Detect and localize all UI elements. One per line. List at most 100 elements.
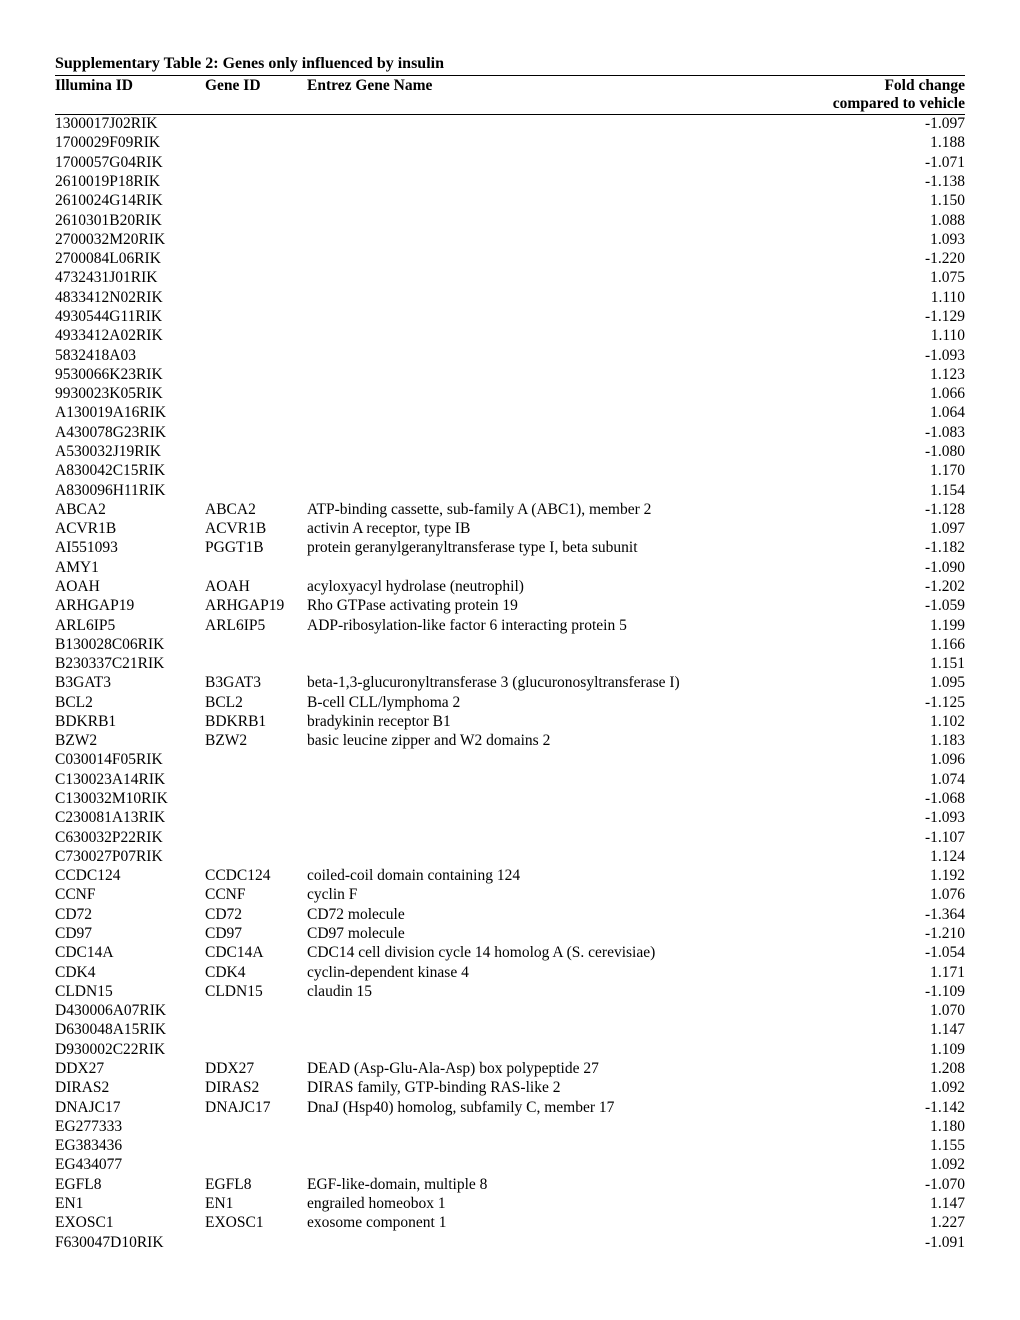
cell-illumina: BZW2: [55, 732, 205, 751]
cell-fold-change: -1.129: [815, 308, 965, 327]
cell-gene-id: [205, 308, 307, 327]
cell-fold-change: -1.107: [815, 828, 965, 847]
cell-fold-change: 1.097: [815, 520, 965, 539]
cell-gene-id: [205, 828, 307, 847]
cell-fold-change: -1.138: [815, 173, 965, 192]
cell-fold-change: 1.110: [815, 327, 965, 346]
cell-entrez-name: EGF-like-domain, multiple 8: [307, 1175, 815, 1194]
table-row: 4833412N02RIK1.110: [55, 289, 965, 308]
cell-gene-id: [205, 848, 307, 867]
cell-entrez-name: [307, 771, 815, 790]
cell-illumina: DIRAS2: [55, 1079, 205, 1098]
cell-illumina: 1300017J02RIK: [55, 115, 205, 135]
cell-illumina: D430006A07RIK: [55, 1002, 205, 1021]
cell-gene-id: [205, 1137, 307, 1156]
cell-illumina: 2610024G14RIK: [55, 192, 205, 211]
cell-illumina: C130023A14RIK: [55, 771, 205, 790]
cell-entrez-name: DnaJ (Hsp40) homolog, subfamily C, membe…: [307, 1098, 815, 1117]
cell-illumina: 2700032M20RIK: [55, 231, 205, 250]
cell-fold-change: -1.202: [815, 578, 965, 597]
table-row: C130032M10RIK-1.068: [55, 790, 965, 809]
cell-entrez-name: coiled-coil domain containing 124: [307, 867, 815, 886]
cell-fold-change: 1.170: [815, 462, 965, 481]
cell-illumina: 9530066K23RIK: [55, 366, 205, 385]
cell-fold-change: 1.109: [815, 1041, 965, 1060]
cell-fold-change: 1.088: [815, 211, 965, 230]
cell-illumina: CLDN15: [55, 983, 205, 1002]
cell-gene-id: [205, 231, 307, 250]
table-row: 4732431J01RIK1.075: [55, 269, 965, 288]
cell-gene-id: CLDN15: [205, 983, 307, 1002]
cell-fold-change: 1.188: [815, 134, 965, 153]
table-row: 5832418A03-1.093: [55, 346, 965, 365]
table-row: 9530066K23RIK1.123: [55, 366, 965, 385]
cell-gene-id: [205, 1118, 307, 1137]
cell-gene-id: ARHGAP19: [205, 597, 307, 616]
cell-gene-id: DIRAS2: [205, 1079, 307, 1098]
cell-gene-id: [205, 751, 307, 770]
cell-fold-change: 1.102: [815, 713, 965, 732]
cell-gene-id: [205, 424, 307, 443]
cell-fold-change: 1.092: [815, 1079, 965, 1098]
cell-gene-id: [205, 250, 307, 269]
cell-gene-id: EN1: [205, 1195, 307, 1214]
table-row: BZW2BZW2basic leucine zipper and W2 doma…: [55, 732, 965, 751]
cell-gene-id: [205, 443, 307, 462]
cell-entrez-name: [307, 231, 815, 250]
table-row: CDK4CDK4cyclin-dependent kinase 41.171: [55, 963, 965, 982]
cell-illumina: EG277333: [55, 1118, 205, 1137]
cell-illumina: A130019A16RIK: [55, 404, 205, 423]
table-row: CCNFCCNFcyclin F1.076: [55, 886, 965, 905]
table-row: 2700032M20RIK1.093: [55, 231, 965, 250]
table-row: C130023A14RIK1.074: [55, 771, 965, 790]
cell-fold-change: -1.059: [815, 597, 965, 616]
table-row: AOAHAOAHacyloxyacyl hydrolase (neutrophi…: [55, 578, 965, 597]
cell-illumina: A430078G23RIK: [55, 424, 205, 443]
cell-illumina: C130032M10RIK: [55, 790, 205, 809]
cell-illumina: AOAH: [55, 578, 205, 597]
cell-entrez-name: [307, 115, 815, 135]
cell-illumina: 2610301B20RIK: [55, 211, 205, 230]
cell-illumina: BDKRB1: [55, 713, 205, 732]
cell-gene-id: CDK4: [205, 963, 307, 982]
cell-illumina: ARHGAP19: [55, 597, 205, 616]
cell-gene-id: [205, 558, 307, 577]
cell-entrez-name: [307, 655, 815, 674]
cell-fold-change: 1.151: [815, 655, 965, 674]
cell-gene-id: [205, 404, 307, 423]
table-row: EG3834361.155: [55, 1137, 965, 1156]
cell-entrez-name: ADP-ribosylation-like factor 6 interacti…: [307, 616, 815, 635]
cell-gene-id: [205, 1233, 307, 1252]
cell-illumina: D930002C22RIK: [55, 1041, 205, 1060]
cell-gene-id: CCDC124: [205, 867, 307, 886]
table-row: EN1EN1engrailed homeobox 11.147: [55, 1195, 965, 1214]
cell-illumina: 2700084L06RIK: [55, 250, 205, 269]
cell-fold-change: 1.192: [815, 867, 965, 886]
cell-fold-change: -1.364: [815, 906, 965, 925]
table-row: A430078G23RIK-1.083: [55, 424, 965, 443]
cell-entrez-name: cyclin-dependent kinase 4: [307, 963, 815, 982]
table-row: 1700057G04RIK-1.071: [55, 154, 965, 173]
cell-gene-id: [205, 1002, 307, 1021]
cell-fold-change: 1.150: [815, 192, 965, 211]
cell-entrez-name: [307, 1137, 815, 1156]
cell-illumina: EN1: [55, 1195, 205, 1214]
cell-fold-change: 1.208: [815, 1060, 965, 1079]
cell-entrez-name: [307, 558, 815, 577]
cell-fold-change: -1.054: [815, 944, 965, 963]
cell-fold-change: -1.093: [815, 346, 965, 365]
cell-gene-id: [205, 115, 307, 135]
cell-fold-change: -1.090: [815, 558, 965, 577]
cell-gene-id: [205, 269, 307, 288]
cell-gene-id: [205, 771, 307, 790]
table-row: A830096H11RIK1.154: [55, 481, 965, 500]
cell-fold-change: 1.066: [815, 385, 965, 404]
cell-illumina: ABCA2: [55, 501, 205, 520]
cell-illumina: B230337C21RIK: [55, 655, 205, 674]
cell-entrez-name: [307, 751, 815, 770]
cell-illumina: EG434077: [55, 1156, 205, 1175]
cell-illumina: 4833412N02RIK: [55, 289, 205, 308]
cell-gene-id: [205, 289, 307, 308]
cell-illumina: F630047D10RIK: [55, 1233, 205, 1252]
cell-fold-change: -1.128: [815, 501, 965, 520]
